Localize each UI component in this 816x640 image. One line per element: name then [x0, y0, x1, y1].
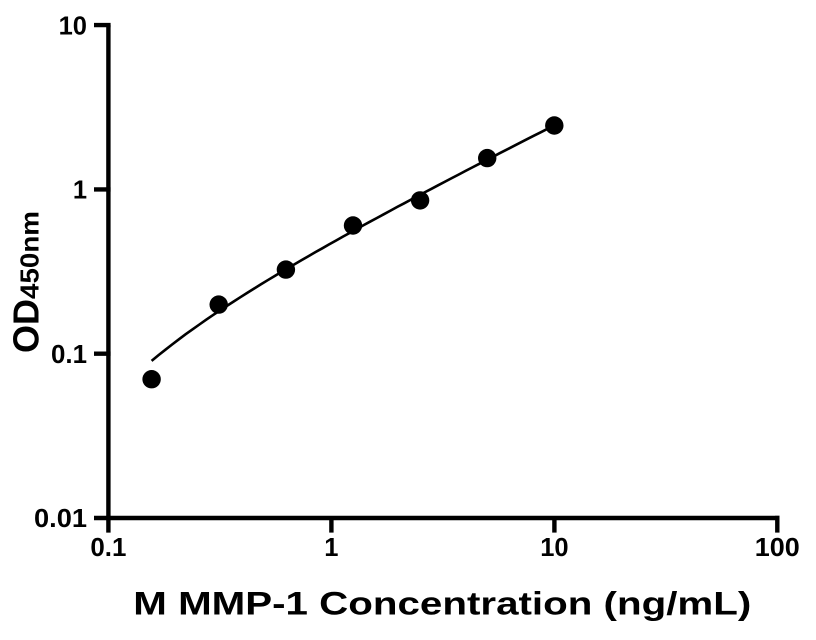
svg-text:0.01: 0.01: [34, 505, 87, 533]
svg-text:100: 100: [755, 534, 800, 562]
svg-text:10: 10: [540, 534, 568, 562]
svg-text:M MMP-1 Concentration (ng/mL): M MMP-1 Concentration (ng/mL): [133, 586, 751, 622]
svg-text:0.1: 0.1: [51, 341, 87, 369]
svg-text:10: 10: [59, 12, 87, 40]
svg-text:0.1: 0.1: [90, 534, 126, 562]
svg-text:1: 1: [73, 177, 87, 205]
svg-text:1: 1: [324, 534, 338, 562]
svg-text:OD450nm: OD450nm: [6, 211, 47, 353]
